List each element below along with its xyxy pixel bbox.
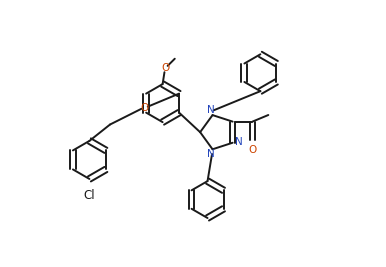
Text: N: N bbox=[207, 105, 215, 115]
Text: N: N bbox=[207, 149, 215, 159]
Text: O: O bbox=[161, 63, 169, 73]
Text: Cl: Cl bbox=[84, 189, 95, 202]
Text: O: O bbox=[248, 146, 257, 155]
Text: N: N bbox=[235, 137, 242, 147]
Text: O: O bbox=[141, 103, 149, 113]
